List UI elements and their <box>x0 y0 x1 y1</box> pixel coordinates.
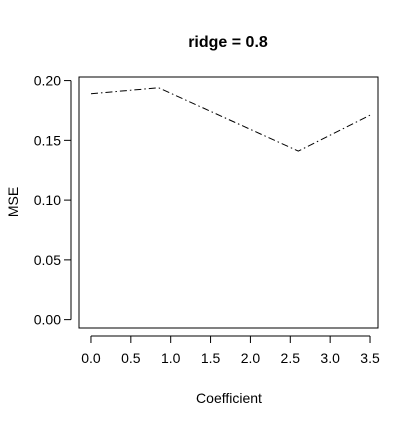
x-tick-label: 1.5 <box>201 350 221 366</box>
y-axis-label: MSE <box>5 187 21 217</box>
y-tick-label: 0.05 <box>34 252 61 268</box>
y-tick-label: 0.15 <box>34 132 61 148</box>
plot-frame <box>78 76 379 329</box>
series-line-0 <box>90 87 371 152</box>
x-tick-label: 0.0 <box>81 350 101 366</box>
x-tick-label: 0.5 <box>121 350 141 366</box>
x-tick-label: 2.5 <box>281 350 301 366</box>
series-layer <box>90 87 371 152</box>
x-tick-label: 2.0 <box>241 350 261 366</box>
y-tick-label: 0.20 <box>34 73 61 89</box>
x-tick-label: 3.0 <box>320 350 340 366</box>
chart-title: ridge = 0.8 <box>188 34 268 51</box>
x-axis-label: Coefficient <box>196 390 262 406</box>
y-tick-label: 0.00 <box>34 312 61 328</box>
y-axis: 0.00 0.05 0.10 0.15 0.20 <box>34 73 72 328</box>
x-axis: 0.0 0.5 1.0 1.5 2.0 2.5 3.0 3.5 <box>81 335 380 366</box>
x-tick-label: 1.0 <box>161 350 181 366</box>
x-tick-label: 3.5 <box>360 350 380 366</box>
y-tick-label: 0.10 <box>34 192 61 208</box>
